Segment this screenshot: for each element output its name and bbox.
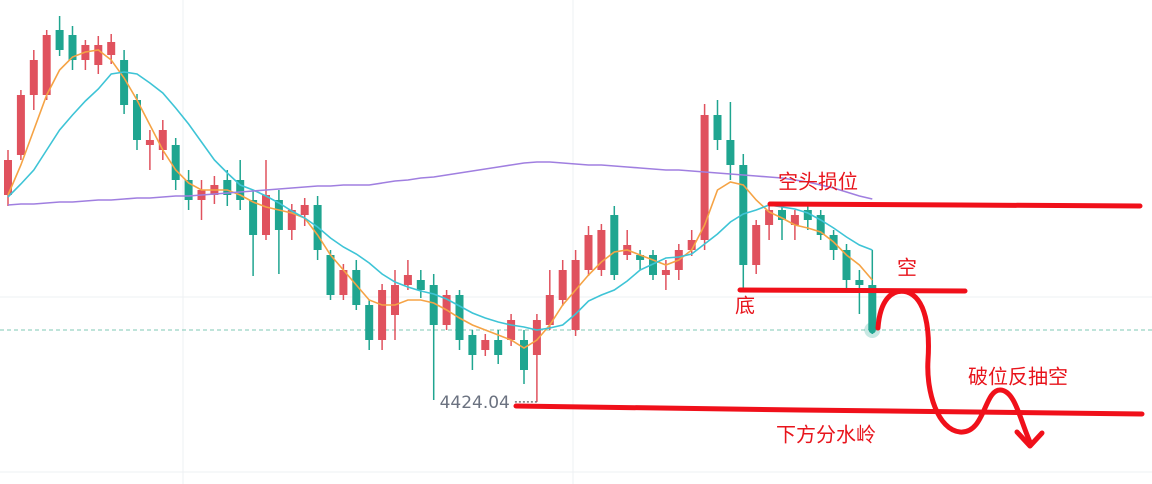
candle-body — [55, 30, 64, 50]
candle-body — [545, 295, 554, 325]
candle-body — [223, 180, 232, 195]
candle-body — [842, 250, 851, 280]
candle-body — [790, 215, 799, 225]
candle-body — [687, 240, 696, 250]
candle-body — [507, 320, 516, 340]
plot: 4424.04 — [0, 16, 1152, 413]
candle-body — [236, 180, 245, 200]
candle-body — [94, 45, 103, 65]
moving-average — [7, 161, 873, 206]
candle-body — [584, 235, 593, 270]
moving-average — [7, 49, 873, 349]
hand-drawing — [513, 201, 1145, 449]
candle-body — [339, 270, 348, 295]
candle-body — [803, 210, 812, 220]
candle-body — [726, 140, 735, 165]
candle-body — [120, 60, 129, 105]
support-line — [737, 287, 968, 294]
candle-body — [68, 35, 77, 60]
candle-body — [816, 215, 825, 235]
candle-body — [597, 230, 606, 270]
candle-body — [765, 210, 774, 225]
candle-body — [636, 255, 645, 260]
candle-body — [855, 280, 864, 285]
moving-average — [7, 71, 873, 331]
candle-body — [739, 165, 748, 265]
candle-body — [326, 255, 335, 295]
watershed-line — [513, 403, 1145, 417]
candle-body — [274, 200, 283, 230]
candle-body — [16, 95, 25, 155]
low-price-label: 4424.04 — [440, 393, 510, 413]
resistance-line — [767, 201, 1143, 209]
candle-body — [481, 340, 490, 350]
candle-body — [4, 160, 12, 195]
candle-body — [403, 275, 412, 285]
annotation: 空头损位 — [778, 170, 858, 194]
candle-body — [700, 115, 709, 240]
candle-body — [416, 280, 425, 290]
candle-body — [29, 60, 38, 95]
candle-body — [287, 210, 296, 230]
candle-body — [558, 270, 567, 300]
candle-body — [365, 305, 374, 340]
candle-body — [249, 200, 258, 235]
candle-body — [352, 270, 361, 305]
arrow-head — [1014, 429, 1045, 449]
annotation: 空 — [897, 256, 917, 280]
candle-body — [133, 100, 141, 140]
candle-body — [520, 340, 528, 370]
candle-body — [713, 115, 722, 140]
annotation: 破位反抽空 — [968, 365, 1068, 389]
candle-body — [107, 42, 116, 55]
candle-body — [752, 225, 761, 265]
candle-body — [378, 290, 387, 340]
candle-body — [300, 205, 309, 215]
annotation: 底 — [735, 294, 755, 318]
candle-body — [610, 215, 619, 275]
candle-body — [184, 180, 193, 200]
last-price-dot — [868, 326, 876, 334]
annotation: 下方分水岭 — [776, 423, 876, 447]
candle-body — [145, 140, 154, 145]
candle-body — [868, 285, 877, 330]
candle-body — [571, 260, 580, 330]
candle-body — [661, 270, 670, 275]
candle-body — [532, 320, 541, 355]
arrow-path — [875, 288, 1033, 445]
candle-body — [171, 145, 180, 180]
candle-body — [429, 285, 438, 325]
candle-body — [649, 255, 657, 275]
candle-body — [468, 335, 477, 355]
candle-body — [158, 130, 167, 150]
candle-body — [262, 195, 270, 235]
candle-body — [42, 35, 51, 95]
candle-body — [494, 340, 503, 355]
candle-body — [778, 210, 786, 220]
candle-body — [391, 285, 399, 315]
